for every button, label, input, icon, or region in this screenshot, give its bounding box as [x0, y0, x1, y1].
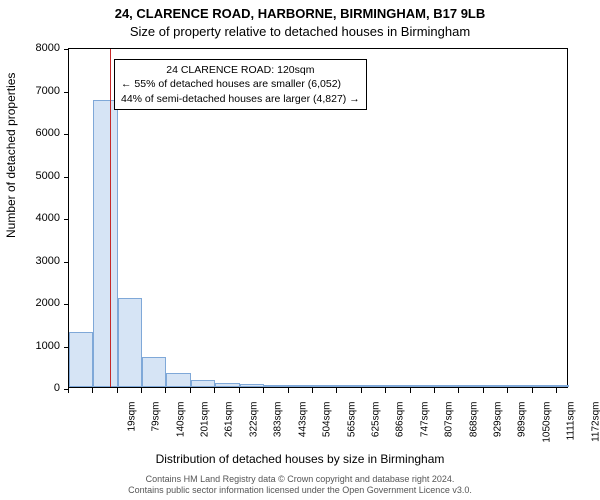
histogram-bar	[264, 385, 289, 387]
x-tick-mark	[410, 388, 411, 393]
annotation-box: 24 CLARENCE ROAD: 120sqm ← 55% of detach…	[114, 59, 367, 110]
y-tick-mark	[64, 304, 69, 305]
x-tick-mark	[239, 388, 240, 393]
chart-title-line2: Size of property relative to detached ho…	[0, 24, 600, 39]
histogram-bar	[508, 385, 533, 387]
histogram-bar	[215, 383, 239, 387]
histogram-bar	[362, 385, 386, 387]
property-marker-line	[110, 49, 111, 387]
histogram-bar	[93, 100, 118, 387]
histogram-bar	[240, 384, 265, 387]
x-tick-mark	[336, 388, 337, 393]
x-axis-label: Distribution of detached houses by size …	[0, 452, 600, 466]
histogram-bar	[459, 385, 484, 387]
histogram-bar	[557, 385, 569, 387]
x-tick-mark	[190, 388, 191, 393]
license-line2: Contains public sector information licen…	[0, 485, 600, 496]
y-tick-label: 0	[4, 382, 60, 394]
x-tick-mark	[68, 388, 69, 393]
x-tick-mark	[361, 388, 362, 393]
y-tick-mark	[64, 134, 69, 135]
histogram-bar	[533, 385, 557, 387]
y-tick-mark	[64, 347, 69, 348]
annotation-line1: 24 CLARENCE ROAD: 120sqm	[121, 63, 360, 77]
histogram-bar	[386, 385, 411, 387]
histogram-bar	[142, 357, 166, 387]
annotation-line3: 44% of semi-detached houses are larger (…	[121, 92, 360, 106]
histogram-bar	[191, 380, 216, 387]
x-tick-mark	[385, 388, 386, 393]
x-tick-mark	[165, 388, 166, 393]
x-tick-mark	[141, 388, 142, 393]
y-tick-mark	[64, 262, 69, 263]
histogram-bar	[313, 385, 338, 387]
x-tick-mark	[312, 388, 313, 393]
chart-title-line1: 24, CLARENCE ROAD, HARBORNE, BIRMINGHAM,…	[0, 6, 600, 21]
y-tick-label: 4000	[4, 212, 60, 224]
x-tick-mark	[483, 388, 484, 393]
histogram-bar	[118, 298, 143, 387]
y-tick-label: 2000	[4, 297, 60, 309]
histogram-bar	[337, 385, 362, 387]
x-tick-mark	[434, 388, 435, 393]
y-tick-label: 6000	[4, 127, 60, 139]
license-text: Contains HM Land Registry data © Crown c…	[0, 474, 600, 496]
x-tick-mark	[458, 388, 459, 393]
annotation-line2: ← 55% of detached houses are smaller (6,…	[121, 77, 360, 91]
y-tick-mark	[64, 177, 69, 178]
y-tick-label: 8000	[4, 42, 60, 54]
x-tick-mark	[507, 388, 508, 393]
x-tick-mark	[92, 388, 93, 393]
histogram-bar	[166, 373, 191, 387]
x-tick-mark	[117, 388, 118, 393]
y-tick-label: 5000	[4, 170, 60, 182]
y-tick-label: 3000	[4, 255, 60, 267]
license-line1: Contains HM Land Registry data © Crown c…	[0, 474, 600, 485]
x-tick-mark	[532, 388, 533, 393]
x-tick-mark	[214, 388, 215, 393]
histogram-bar	[69, 332, 93, 387]
x-tick-mark	[556, 388, 557, 393]
y-tick-label: 7000	[4, 85, 60, 97]
y-tick-label: 1000	[4, 340, 60, 352]
y-tick-mark	[64, 49, 69, 50]
histogram-bar	[435, 385, 459, 387]
x-tick-mark	[288, 388, 289, 393]
y-tick-mark	[64, 92, 69, 93]
plot-area: 24 CLARENCE ROAD: 120sqm ← 55% of detach…	[68, 48, 568, 388]
histogram-bar	[411, 385, 436, 387]
y-tick-mark	[64, 219, 69, 220]
histogram-bar	[484, 385, 509, 387]
x-tick-mark	[263, 388, 264, 393]
histogram-bar	[289, 385, 313, 387]
